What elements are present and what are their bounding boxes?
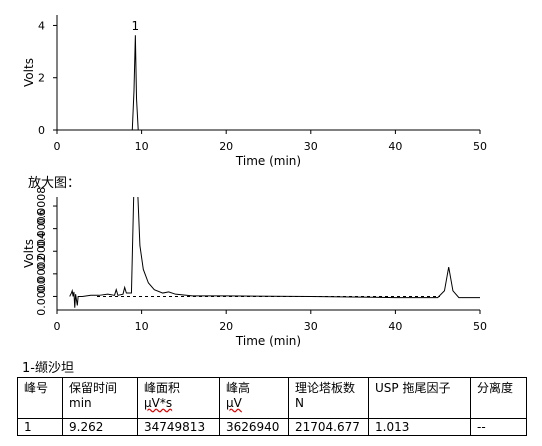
cell: 21704.677 (288, 418, 369, 436)
cell: -- (470, 418, 527, 436)
y-tick-label: 0.0006 (35, 209, 48, 248)
header-text: 保留时间 (69, 381, 118, 395)
header-text: 峰面积 (144, 381, 181, 395)
y-tick-label: 0.0000 (35, 277, 48, 316)
header-cell: 峰面积 µV*s (137, 377, 220, 419)
x-axis-label: Time (min) (235, 154, 301, 168)
header-cell: USP 拖尾因子 (368, 377, 471, 419)
y-tick-label: 2 (38, 72, 45, 85)
y-tick-label: 0.0004 (35, 232, 48, 270)
header-text: 峰高 (226, 381, 251, 395)
x-tick-label: 40 (388, 320, 402, 333)
peak-label: 1 (132, 19, 140, 33)
x-tick-label: 10 (135, 140, 149, 153)
y-tick-label: 4 (38, 19, 45, 32)
y-axis-label: Volts (22, 239, 36, 268)
header-cell: 理论塔板数 N (288, 377, 369, 419)
trace (69, 197, 480, 308)
x-tick-label: 0 (54, 140, 61, 153)
header-text: USP 拖尾因子 (375, 381, 451, 395)
header-cell: 保留时间 min (62, 377, 138, 419)
x-tick-label: 50 (473, 140, 487, 153)
zoom-title: 放大图： (28, 176, 80, 191)
y-axis-label: Volts (22, 58, 36, 87)
row: 1 9.262 34749813 3626940 21704.677 1.013 -- (17, 418, 527, 436)
cell: 1 (17, 418, 63, 436)
x-tick-label: 50 (473, 320, 487, 333)
header-text: N (295, 396, 304, 410)
cell: 34749813 (137, 418, 220, 436)
x-tick-label: 0 (54, 320, 61, 333)
x-tick-label: 20 (219, 320, 233, 333)
cell: 3626940 (219, 418, 289, 436)
x-tick-label: 40 (388, 140, 402, 153)
caption: 1-缬沙坦 (22, 361, 74, 376)
header-text: µV (226, 396, 242, 410)
header-cell: 分离度 (470, 377, 527, 419)
header-text: 峰号 (24, 381, 49, 395)
header-cell: 峰号 (17, 377, 63, 419)
y-tick-label: 0.0008 (35, 187, 48, 226)
header-text: µV*s (144, 396, 173, 410)
header-text: min (69, 396, 92, 410)
trace (57, 35, 480, 130)
header-text: 分离度 (477, 381, 514, 395)
cell: 9.262 (62, 418, 138, 436)
y-tick-label: 0 (38, 124, 45, 137)
x-tick-label: 30 (304, 140, 318, 153)
x-tick-label: 30 (304, 320, 318, 333)
header-text: 理论塔板数 (295, 381, 356, 395)
result-table: 峰号 保留时间 min 峰面积 µV*s 峰高 µV 理论塔板数 N USP 拖尾因子 分离度 1 9.… (17, 377, 527, 436)
x-tick-label: 10 (135, 320, 149, 333)
y-tick-label: 0.0002 (35, 255, 48, 294)
x-tick-label: 20 (219, 140, 233, 153)
x-axis-label: Time (min) (235, 334, 301, 348)
cell: 1.013 (368, 418, 471, 436)
header-cell: 峰高 µV (219, 377, 289, 419)
